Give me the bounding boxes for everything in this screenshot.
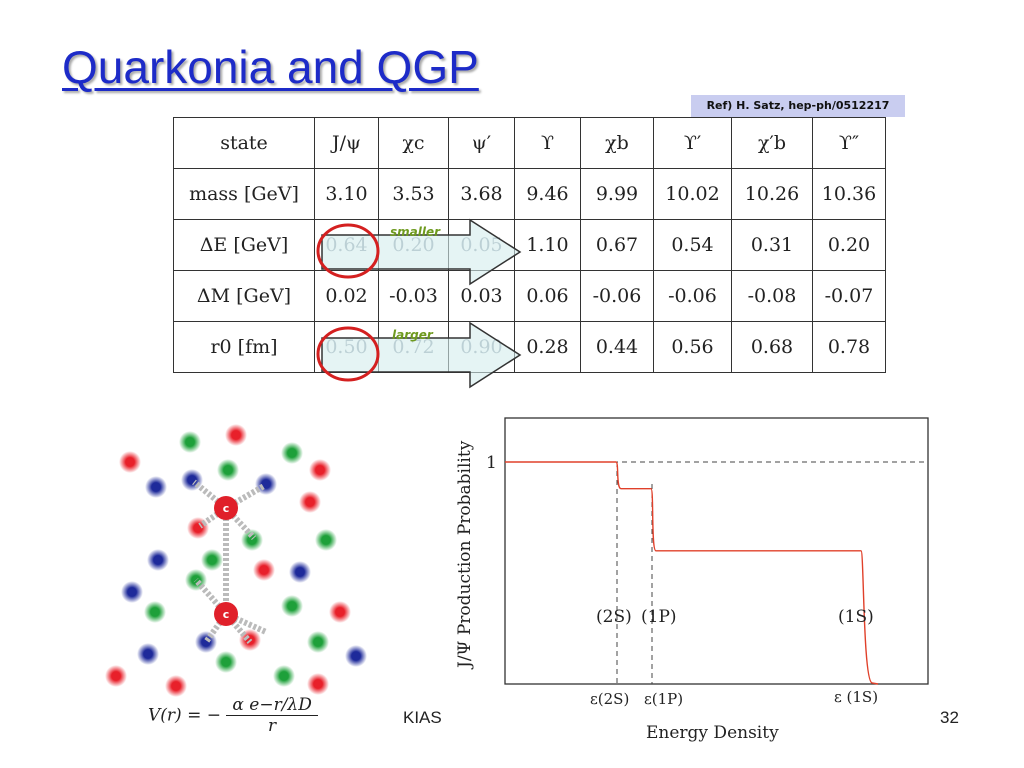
formula-lhs: V(r) = − (148, 705, 221, 726)
table-cell: -0.06 (580, 270, 654, 322)
plasma-particles (105, 424, 367, 697)
annotation-larger: larger (392, 328, 434, 342)
table-cell: 3.53 (378, 168, 449, 220)
charm-label: c (223, 502, 230, 515)
header-cell: χc (378, 117, 449, 169)
table-cell: 10.36 (812, 168, 886, 220)
table-cell: 0.06 (514, 270, 581, 322)
red-quark (105, 665, 127, 687)
formula-fraction: α e−r/λD r (226, 695, 318, 736)
table-header-row: state J/ψ χc ψ′ ϒ χb ϒ′ χ′b ϒ″ (173, 117, 886, 169)
plot-frame (504, 417, 929, 685)
threshold-label-2s: ε(2S) (590, 690, 629, 708)
table-cell: 9.99 (580, 168, 654, 220)
header-cell: ϒ′ (653, 117, 732, 169)
header-cell: J/ψ (314, 117, 379, 169)
footer-venue: KIAS (403, 708, 442, 727)
blue-quark (137, 643, 159, 665)
red-quark (253, 559, 275, 581)
highlight-circle (316, 223, 380, 279)
blue-quark (121, 581, 143, 603)
state-label-1p: (1P) (641, 607, 677, 627)
green-quark (201, 549, 223, 571)
green-quark (215, 651, 237, 673)
table-cell: 0.31 (731, 219, 813, 271)
production-curve (505, 461, 879, 685)
anticharm-label: c (223, 608, 230, 621)
formula-numerator: α e−r/λD (226, 695, 318, 716)
green-quark (315, 529, 337, 551)
red-quark (225, 424, 247, 446)
row-label: ΔE [GeV] (173, 219, 315, 271)
green-quark (307, 631, 329, 653)
green-quark (241, 529, 263, 551)
reference-box: Ref) H. Satz, hep-ph/0512217 (691, 95, 905, 117)
row-label: r0 [fm] (173, 321, 315, 373)
blue-quark (255, 473, 277, 495)
header-cell: χb (580, 117, 654, 169)
state-label-2s: (2S) (596, 607, 632, 627)
red-quark (309, 459, 331, 481)
threshold-label-1s: ε (1S) (834, 688, 878, 706)
blue-quark (145, 476, 167, 498)
anticharm-quark: c (214, 602, 238, 626)
x-axis-label: Energy Density (646, 723, 779, 743)
blue-quark (289, 561, 311, 583)
table-cell: -0.03 (378, 270, 449, 322)
table-cell: 3.10 (314, 168, 379, 220)
table-row: ΔM [GeV] 0.02 -0.03 0.03 0.06 -0.06 -0.0… (173, 270, 886, 322)
green-quark (281, 595, 303, 617)
table-cell: 0.78 (812, 321, 886, 373)
state-label-1s: (1S) (838, 607, 874, 627)
table-cell: -0.07 (812, 270, 886, 322)
green-quark (273, 665, 295, 687)
green-quark (281, 442, 303, 464)
table-cell: 0.54 (653, 219, 732, 271)
table-cell: 0.02 (314, 270, 379, 322)
table-overlay: smaller larger (316, 218, 522, 389)
formula-denominator: r (268, 716, 277, 736)
table-cell: 0.56 (653, 321, 732, 373)
highlight-circle (316, 326, 380, 382)
green-quark (144, 601, 166, 623)
page-number: 32 (940, 708, 959, 727)
blue-quark (147, 549, 169, 571)
charm-quark-dot (214, 496, 238, 520)
qgp-diagram: c c (105, 424, 367, 697)
red-quark (119, 451, 141, 473)
potential-formula: V(r) = − α e−r/λD r (148, 695, 318, 736)
table-cell: 0.67 (580, 219, 654, 271)
threshold-label-1p: ε(1P) (644, 690, 683, 708)
red-quark (307, 673, 329, 695)
annotation-smaller: smaller (390, 225, 441, 239)
slide-title: Quarkonia and QGP (62, 41, 479, 93)
table-cell: 3.68 (448, 168, 515, 220)
ytick-1: 1 (486, 453, 497, 473)
green-quark (179, 431, 201, 453)
red-quark (299, 491, 321, 513)
table-cell: 1.10 (514, 219, 581, 271)
table-cell: 9.46 (514, 168, 581, 220)
green-quark (217, 459, 239, 481)
blue-quark (345, 645, 367, 667)
table-cell: -0.08 (731, 270, 813, 322)
table-cell: 0.44 (580, 321, 654, 373)
charm-quark: c (214, 496, 238, 520)
header-cell: state (173, 117, 315, 169)
header-cell: χ′b (731, 117, 813, 169)
header-cell: ψ′ (448, 117, 515, 169)
table-cell: 0.68 (731, 321, 813, 373)
header-cell: ϒ (514, 117, 581, 169)
red-quark (329, 601, 351, 623)
anticharm-quark-dot (214, 602, 238, 626)
red-quark (165, 675, 187, 697)
y-axis-label: J/Ψ Production Probability (455, 440, 475, 670)
table-cell: 10.02 (653, 168, 732, 220)
header-cell: ϒ″ (812, 117, 886, 169)
